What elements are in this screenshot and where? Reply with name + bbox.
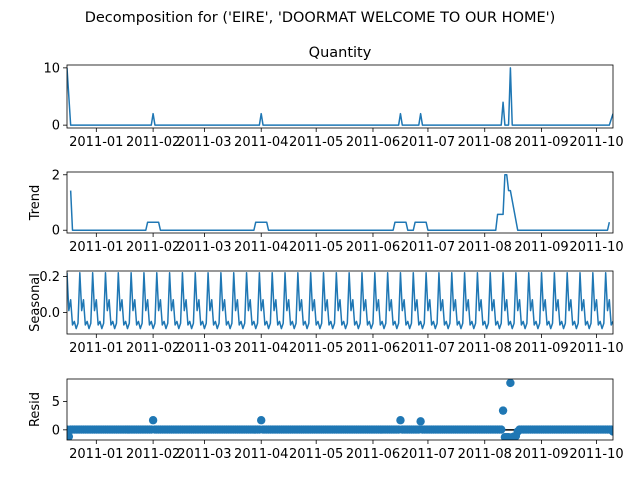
x-tick-label: 2011-02 — [126, 240, 180, 255]
x-tick-label: 2011-10 — [569, 341, 623, 356]
y-axis-label: Seasonal — [28, 273, 43, 332]
resid-point — [506, 379, 515, 388]
x-tick-label: 2011-03 — [177, 447, 231, 462]
x-tick-label: 2011-05 — [289, 447, 343, 462]
plot-area — [69, 174, 611, 231]
resid-point — [257, 416, 266, 425]
x-tick-label: 2011-01 — [69, 341, 123, 356]
x-tick-label: 2011-01 — [69, 240, 123, 255]
resid-point — [148, 416, 158, 425]
resid-point — [396, 416, 405, 425]
plot-area — [67, 272, 613, 330]
series-line — [69, 174, 611, 231]
x-tick-label: 2011-06 — [346, 341, 400, 356]
x-tick-label: 2011-08 — [458, 135, 512, 150]
resid-point — [498, 406, 508, 415]
resid-point — [67, 432, 74, 440]
x-tick-label: 2011-02 — [126, 341, 180, 356]
resid-point — [608, 427, 613, 436]
y-tick-label: 0 — [52, 224, 60, 239]
y-axis-label: Trend — [28, 185, 43, 222]
y-tick-label: 10 — [43, 61, 60, 76]
x-tick-label: 2011-10 — [569, 447, 623, 462]
plot-area — [67, 379, 613, 440]
x-tick-label: 2011-07 — [401, 341, 455, 356]
x-tick-label: 2011-06 — [346, 135, 400, 150]
x-tick-label: 2011-01 — [69, 135, 123, 150]
x-tick-label: 2011-05 — [289, 341, 343, 356]
seasonal-line — [67, 272, 613, 330]
resid-point — [416, 417, 425, 426]
plot-area — [67, 67, 613, 126]
series-line — [67, 67, 613, 126]
x-tick-label: 2011-01 — [69, 447, 123, 462]
x-tick-label: 2011-07 — [401, 240, 455, 255]
y-tick-label: 5 — [52, 395, 60, 410]
y-tick-label: 0.0 — [39, 306, 60, 321]
x-tick-label: 2011-10 — [569, 135, 623, 150]
x-tick-label: 2011-06 — [346, 447, 400, 462]
axes-frame — [66, 270, 614, 335]
figure-title: Decomposition for ('EIRE', 'DOORMAT WELC… — [85, 10, 556, 26]
x-tick-label: 2011-04 — [234, 341, 288, 356]
x-tick-label: 2011-07 — [401, 135, 455, 150]
x-tick-label: 2011-09 — [514, 341, 568, 356]
y-tick-label: 0.2 — [39, 270, 60, 285]
axes-frame — [66, 171, 614, 234]
x-tick-label: 2011-08 — [458, 447, 512, 462]
x-tick-label: 2011-04 — [234, 447, 288, 462]
x-tick-label: 2011-09 — [514, 447, 568, 462]
x-tick-label: 2011-08 — [458, 341, 512, 356]
y-tick-label: 0 — [52, 423, 60, 438]
x-tick-label: 2011-02 — [126, 135, 180, 150]
x-tick-label: 2011-03 — [177, 135, 231, 150]
x-tick-label: 2011-04 — [234, 135, 288, 150]
x-tick-label: 2011-05 — [289, 240, 343, 255]
x-tick-label: 2011-03 — [177, 240, 231, 255]
x-tick-label: 2011-07 — [401, 447, 455, 462]
y-axis-label: Resid — [28, 392, 43, 427]
y-tick-label: 2 — [52, 168, 60, 183]
axes-frame — [66, 64, 614, 129]
x-tick-label: 2011-10 — [569, 240, 623, 255]
x-tick-label: 2011-03 — [177, 341, 231, 356]
x-tick-label: 2011-09 — [514, 240, 568, 255]
panel-title: Quantity — [309, 45, 372, 61]
x-tick-label: 2011-02 — [126, 447, 180, 462]
x-tick-label: 2011-04 — [234, 240, 288, 255]
resid-point — [497, 425, 506, 434]
axes-frame — [66, 378, 614, 441]
x-tick-label: 2011-09 — [514, 135, 568, 150]
x-tick-label: 2011-06 — [346, 240, 400, 255]
y-tick-label: 0 — [52, 119, 60, 134]
x-tick-label: 2011-08 — [458, 240, 512, 255]
x-tick-label: 2011-05 — [289, 135, 343, 150]
